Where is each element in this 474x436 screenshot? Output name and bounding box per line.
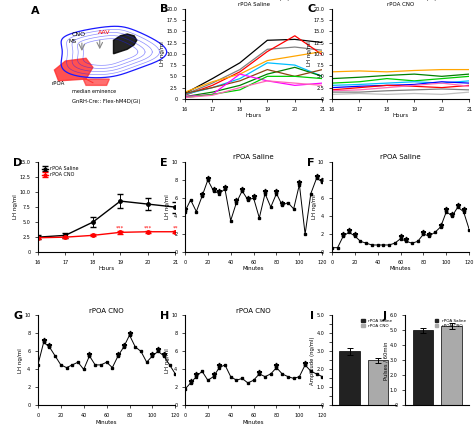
Text: H: H [160,311,169,321]
Text: ***: *** [116,226,125,231]
Text: D: D [13,157,22,167]
Title: rPOA CNO: rPOA CNO [236,307,271,313]
X-axis label: Minutes: Minutes [243,419,264,425]
Y-axis label: LH ng/ml: LH ng/ml [307,41,312,66]
X-axis label: Minutes: Minutes [96,419,118,425]
Text: rPOA: rPOA [52,82,65,86]
Polygon shape [113,34,137,54]
Bar [441,326,462,405]
Text: MS: MS [68,39,76,44]
Text: J: J [383,311,387,321]
Text: AAV: AAV [98,30,110,35]
Y-axis label: Pulses / 60min: Pulses / 60min [383,341,389,380]
Legend: rPOA Saline, rPOA CNO: rPOA Saline, rPOA CNO [40,164,80,179]
Y-axis label: LH ng/ml: LH ng/ml [311,195,317,219]
Text: median eminence: median eminence [72,89,117,94]
Title: rPOA Saline: rPOA Saline [380,154,421,160]
Y-axis label: LH ng/ml: LH ng/ml [164,195,170,219]
X-axis label: Hours: Hours [392,113,409,118]
Bar [413,330,433,405]
Y-axis label: LH ng/ml: LH ng/ml [13,195,18,219]
Text: B: B [160,4,169,14]
Text: GnRH-Cre:: Flex-hM4D(Gi): GnRH-Cre:: Flex-hM4D(Gi) [73,99,141,104]
Title: GnRH-Cre:: Flex-hM4D(Gi)
rPOA Saline: GnRH-Cre:: Flex-hM4D(Gi) rPOA Saline [218,0,289,7]
Text: G: G [13,311,22,321]
Polygon shape [55,58,93,81]
X-axis label: Hours: Hours [246,113,262,118]
Legend: rPOA Saline, rPOA CNO: rPOA Saline, rPOA CNO [433,317,467,330]
Y-axis label: LH ng/ml: LH ng/ml [164,348,170,373]
X-axis label: Minutes: Minutes [390,266,411,271]
Y-axis label: LH ng/ml: LH ng/ml [18,348,23,373]
Text: E: E [160,157,168,167]
Text: ***: *** [144,225,152,230]
Title: GnRH-Cre:: Flex-hM4D(Gi)
rPOA CNO: GnRH-Cre:: Flex-hM4D(Gi) rPOA CNO [365,0,436,7]
Text: CNO: CNO [72,32,86,37]
Text: I: I [310,311,313,321]
Y-axis label: LH ng/ml: LH ng/ml [160,41,165,66]
Polygon shape [83,79,109,85]
Bar [368,361,388,405]
Bar [339,351,360,405]
X-axis label: Minutes: Minutes [243,266,264,271]
Title: rPOA CNO: rPOA CNO [89,307,124,313]
Text: **: ** [173,225,178,230]
Text: A: A [31,6,40,16]
Title: rPOA Saline: rPOA Saline [233,154,274,160]
Legend: rPOA Saline, rPOA CNO: rPOA Saline, rPOA CNO [360,317,394,330]
Text: C: C [307,4,315,14]
Text: F: F [307,157,315,167]
X-axis label: Hours: Hours [99,266,115,271]
Y-axis label: Amplitude (ng/ml): Amplitude (ng/ml) [310,336,315,385]
